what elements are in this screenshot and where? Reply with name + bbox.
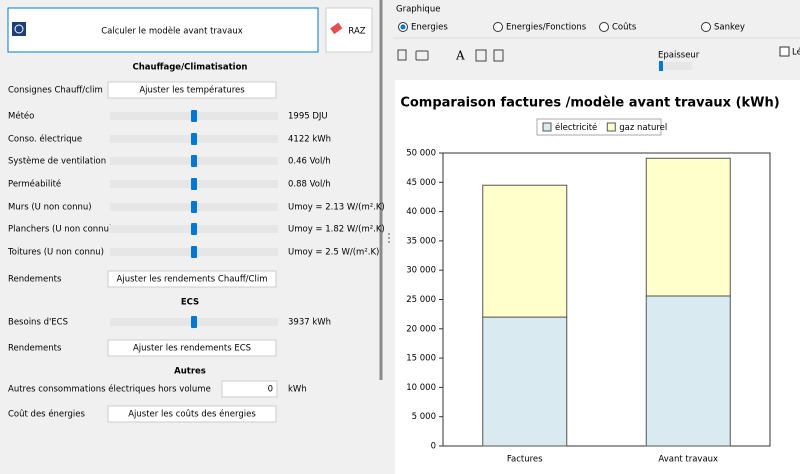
calc-button[interactable]: [7, 7, 319, 53]
adjust-button-label: Ajuster les températures: [139, 85, 245, 96]
eraser-icon: [330, 22, 343, 35]
row-value: Umoy = 1.82 W/(m².K): [288, 225, 385, 235]
y-tick-label: 25 000: [406, 295, 436, 305]
adjust-button[interactable]: [107, 270, 277, 288]
raz-label: RAZ: [348, 27, 365, 37]
section-heading: Autres: [174, 367, 206, 377]
checkbox-label: Lé: [792, 47, 800, 58]
slider-thumb[interactable]: [191, 155, 197, 167]
legend-label: gaz naturel: [619, 123, 667, 133]
slider-thumb[interactable]: [191, 110, 197, 122]
radio[interactable]: [599, 22, 609, 32]
row-label: Perméabilité: [8, 179, 61, 190]
row-value: 0.46 Vol/h: [288, 157, 331, 167]
legend-swatch: [542, 122, 552, 132]
thickness-slider[interactable]: [658, 62, 692, 70]
input-box[interactable]: [221, 380, 278, 398]
y-tick-label: 0: [431, 442, 436, 452]
y-tick-label: 5 000: [412, 412, 436, 422]
row-label: Coût des énergies: [8, 409, 85, 420]
row-value: 3937 kWh: [288, 318, 331, 328]
row-label: Rendements: [8, 344, 62, 354]
thickness-thumb[interactable]: [659, 61, 663, 71]
adjust-button[interactable]: [107, 81, 277, 99]
row-label: Autres consommations électriques hors vo…: [8, 384, 211, 395]
y-tick-label: 35 000: [406, 236, 436, 246]
legend-label: électricité: [555, 122, 597, 133]
section-heading: Chauffage/Climatisation: [133, 63, 248, 73]
adjust-button-label: Ajuster les rendements ECS: [133, 344, 251, 354]
save-icon[interactable]: [493, 49, 504, 62]
radio-dot: [400, 24, 406, 30]
toolbar-icons: [397, 49, 504, 62]
row-value: 1995 DJU: [288, 112, 328, 122]
row-label: Toitures (U non connu): [7, 248, 104, 258]
radio[interactable]: [493, 22, 503, 32]
section-heading: ECS: [181, 298, 199, 308]
radio-label: Energies/Fonctions: [506, 23, 587, 33]
slider-thumb[interactable]: [191, 223, 197, 235]
adjust-button[interactable]: [107, 405, 277, 423]
calc-button-label: Calculer le modèle avant travaux: [101, 26, 243, 37]
row-label: Planchers (U non connu): [8, 225, 112, 235]
y-tick-label: 40 000: [406, 207, 436, 217]
slider-thumb[interactable]: [191, 178, 197, 190]
y-tick-label: 10 000: [406, 383, 436, 393]
radio-label: Coûts: [612, 23, 637, 33]
calc-icon: [12, 22, 26, 36]
radio-label: Sankey: [714, 23, 745, 33]
y-tick-label: 45 000: [406, 178, 436, 188]
adjust-button-label: Ajuster les rendements Chauff/Clim: [117, 275, 268, 285]
slider-thumb[interactable]: [191, 316, 197, 328]
font-icon[interactable]: A: [455, 49, 465, 63]
bar-segment: [645, 295, 731, 447]
y-tick-label: 30 000: [406, 266, 436, 276]
row-value: 0.88 Vol/h: [288, 180, 331, 190]
chart-title: Comparaison factures /modèle avant trava…: [400, 96, 779, 111]
input-value: 0: [268, 385, 273, 395]
bar-segment: [482, 184, 568, 318]
bar-segment: [645, 157, 731, 297]
row-label: Conso. électrique: [8, 134, 82, 145]
row-label: Murs (U non connu): [8, 203, 92, 213]
adjust-button-label: Ajuster les coûts des énergies: [128, 409, 256, 420]
checkbox[interactable]: [779, 46, 790, 57]
group-label: Graphique: [396, 5, 440, 15]
y-tick-label: 50 000: [406, 149, 436, 159]
camera-icon[interactable]: [415, 50, 429, 61]
x-tick-label: Factures: [507, 455, 543, 465]
slider-thumb[interactable]: [191, 201, 197, 213]
x-tick-label: Avant travaux: [658, 455, 718, 465]
row-label: Système de ventilation: [8, 156, 106, 167]
copy-icon[interactable]: [397, 49, 407, 61]
row-label: Consignes Chauff/clim: [8, 86, 103, 96]
adjust-button[interactable]: [107, 339, 277, 357]
row-label: Besoins d'ECS: [8, 318, 68, 328]
row-value: Umoy = 2.5 W/(m².K): [288, 248, 379, 258]
slider-thumb[interactable]: [191, 246, 197, 258]
input-unit: kWh: [288, 385, 307, 395]
radio-label: Energies: [411, 23, 448, 33]
row-value: 4122 kWh: [288, 135, 331, 145]
y-tick-label: 20 000: [406, 324, 436, 334]
legend-swatch: [606, 122, 616, 132]
thickness-label: Epaisseur: [658, 51, 700, 61]
bar-segment: [482, 316, 568, 447]
radio[interactable]: [701, 22, 711, 32]
row-label: Rendements: [8, 275, 62, 285]
calc-icon-gear: [14, 24, 24, 34]
legend-box: [536, 118, 662, 136]
row-value: Umoy = 2.13 W/(m².K): [288, 203, 385, 213]
y-tick-label: 15 000: [406, 354, 436, 364]
slider-thumb[interactable]: [191, 133, 197, 145]
3d-icon[interactable]: [475, 49, 487, 62]
splitter: [388, 233, 390, 243]
row-label: Météo: [8, 111, 34, 122]
